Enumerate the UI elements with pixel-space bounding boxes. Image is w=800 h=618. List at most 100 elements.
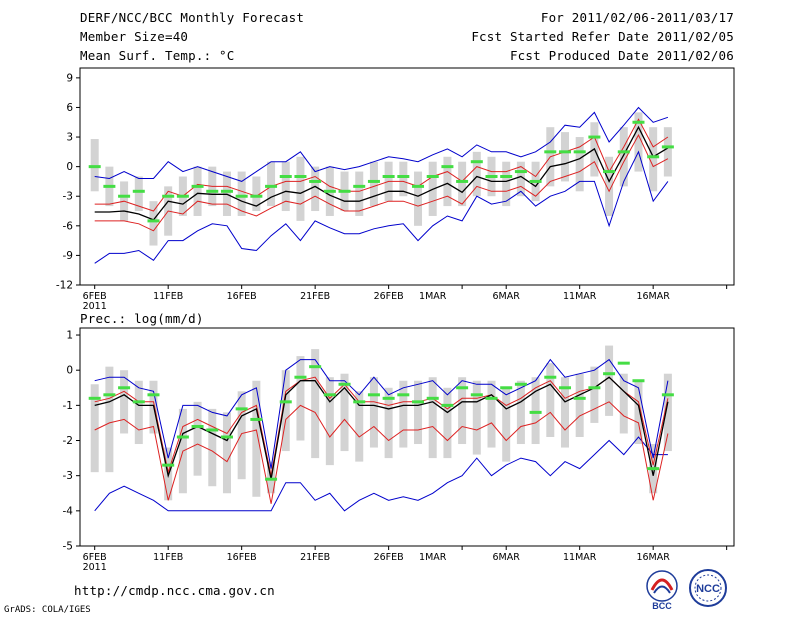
median-mark: [132, 189, 145, 193]
box-bar: [428, 377, 437, 459]
box-bar: [281, 370, 290, 452]
median-mark: [661, 393, 674, 397]
median-mark: [206, 428, 219, 432]
forecast-period: For 2011/02/06-2011/03/17: [540, 10, 734, 25]
box-bar: [560, 132, 569, 182]
box-bar: [267, 161, 276, 207]
y-tick-label: 6: [66, 102, 73, 114]
median-mark: [176, 194, 189, 198]
spread-high-line: [94, 376, 669, 476]
median-mark: [485, 175, 498, 178]
x-tick-label: 1MAR: [419, 291, 447, 302]
median-mark: [588, 135, 601, 139]
box-bar: [399, 380, 408, 448]
box-bar: [575, 137, 584, 192]
median-mark: [132, 400, 145, 404]
ensemble-min-bound-line: [94, 106, 669, 182]
median-mark: [338, 189, 351, 193]
median-mark: [412, 400, 425, 404]
median-mark: [647, 467, 660, 471]
box-bar: [443, 387, 452, 459]
box-bar: [222, 412, 231, 494]
median-mark: [162, 194, 175, 198]
y-tick-label: 0: [66, 365, 73, 377]
y-tick-label: 0: [66, 161, 73, 173]
median-mark: [265, 184, 278, 188]
box-bar: [120, 370, 129, 434]
median-mark: [176, 435, 189, 439]
median-mark: [309, 179, 322, 183]
bcc-logo-text: BCC: [652, 601, 672, 611]
x-tick-label: 16FEB: [227, 552, 257, 563]
ncc-logo-text: NCC: [696, 583, 720, 595]
box-bar: [414, 171, 423, 226]
median-mark: [118, 386, 131, 390]
spread-low-line: [94, 133, 669, 232]
box-bar: [531, 377, 540, 445]
forecast-title: DERF/NCC/BCC Monthly Forecast: [80, 10, 305, 25]
median-mark: [367, 393, 380, 397]
y-tick-label: -3: [63, 191, 73, 203]
median-mark: [235, 194, 248, 198]
median-mark: [103, 184, 116, 188]
plot-frame: [79, 327, 735, 547]
median-mark: [426, 175, 439, 178]
median-mark: [544, 150, 557, 154]
x-tick-label: 21FEB: [300, 291, 330, 302]
box-bar: [546, 363, 555, 437]
median-mark: [412, 184, 425, 188]
x-tick-label: 26FEB: [374, 552, 404, 563]
box-bar: [296, 356, 305, 441]
forecast-produced-date: Fcst Produced Date 2011/02/06: [509, 48, 734, 63]
median-mark: [279, 400, 292, 404]
x-tick-label: 16FEB: [227, 291, 257, 302]
median-mark: [220, 189, 233, 193]
median-mark: [573, 396, 586, 400]
box-bar: [252, 380, 261, 497]
institution-logos: BCC NCC: [646, 569, 727, 611]
median-mark: [617, 361, 630, 365]
median-mark: [235, 407, 248, 411]
median-mark: [250, 417, 263, 421]
temperature-variable-label: Mean Surf. Temp.: °C: [80, 48, 235, 63]
x-tick-label: 6FEB: [83, 552, 107, 563]
box-bar: [634, 380, 643, 445]
box-bar: [355, 391, 364, 462]
spread-high-line: [94, 118, 669, 212]
box-bar: [575, 373, 584, 437]
source-url: http://cmdp.ncc.cma.gov.cn: [74, 583, 275, 598]
y-tick-label: 3: [66, 132, 73, 144]
median-mark: [265, 477, 278, 481]
y-tick-label: 1: [66, 330, 73, 342]
bcc-logo: BCC: [646, 570, 678, 611]
box-bar: [516, 161, 525, 197]
median-mark: [544, 375, 557, 379]
box-bar: [487, 380, 496, 448]
temperature-chart: -12 -9 -6 -3 0 3 6 9 6FEB 11FEB 16FEB 21FEB 26FEB 1MA…: [56, 67, 735, 312]
median-mark: [661, 145, 674, 149]
median-mark: [382, 175, 395, 178]
ensemble-max-line: [94, 150, 669, 264]
median-mark: [323, 393, 336, 397]
box-bar: [414, 380, 423, 445]
y-tick-label: -9: [63, 250, 73, 262]
median-mark: [647, 155, 660, 159]
x-tick-label: 11MAR: [563, 552, 597, 563]
box-bar: [619, 127, 628, 187]
median-mark: [382, 396, 395, 400]
box-bar: [663, 373, 672, 452]
y-tick-label: -5: [63, 541, 73, 553]
y-tick-label: -2: [63, 435, 73, 447]
x-tick-label: 16MAR: [636, 552, 670, 563]
box-bar: [340, 373, 349, 452]
ensemble-mean-line: [94, 125, 669, 221]
median-mark: [456, 386, 469, 390]
median-mark: [617, 150, 630, 154]
median-mark: [529, 410, 542, 414]
x-tick-label: 11FEB: [153, 552, 183, 563]
median-mark: [220, 435, 233, 439]
box-bar: [208, 408, 217, 487]
grads-credit: GrADS: COLA/IGES: [4, 605, 91, 615]
box-bar: [590, 366, 599, 423]
